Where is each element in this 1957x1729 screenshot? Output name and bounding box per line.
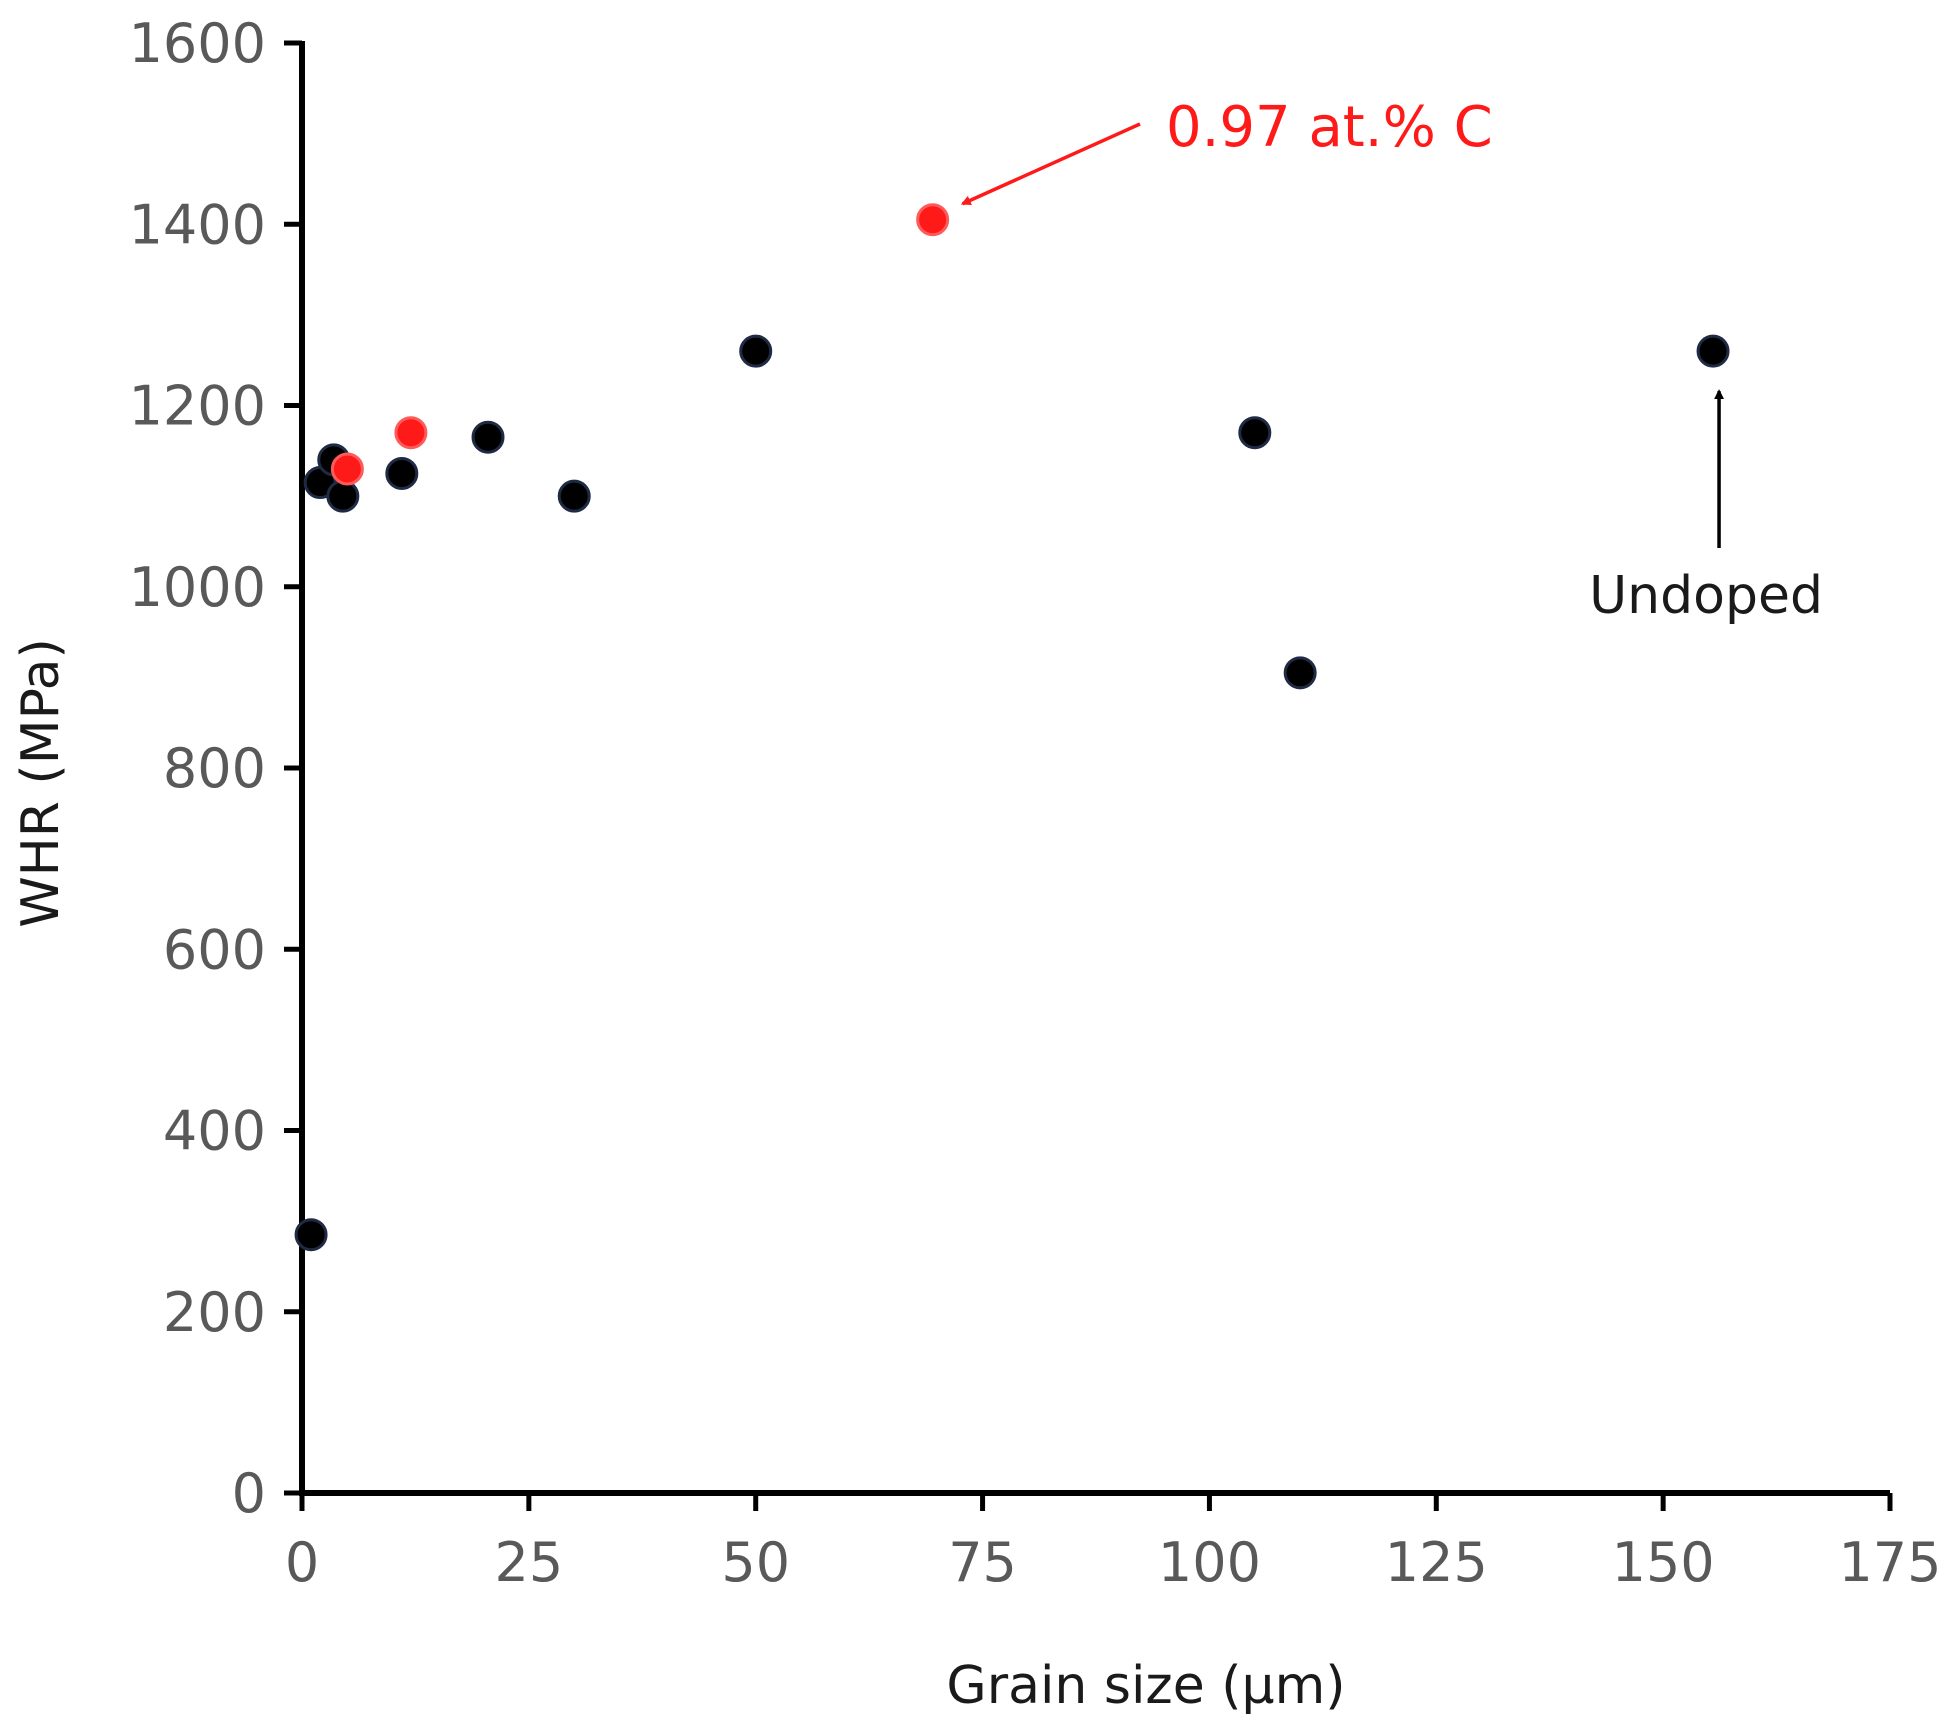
- data-point-undoped: [1238, 416, 1272, 450]
- x-tick-label: 50: [721, 1531, 790, 1594]
- data-point-undoped: [385, 456, 419, 490]
- axes: [299, 41, 1890, 1496]
- data-points: [294, 203, 1730, 1252]
- annotation-doped-arrow: [960, 122, 1141, 206]
- x-tick-label: 25: [494, 1531, 563, 1594]
- data-point-undoped: [1283, 656, 1317, 690]
- data-point-undoped: [557, 479, 591, 513]
- annotation-undoped-label: Undoped: [1589, 566, 1823, 626]
- y-tick-label: 1200: [129, 375, 266, 438]
- x-tick-label: 0: [285, 1531, 319, 1594]
- x-tick-label: 75: [948, 1531, 1017, 1594]
- x-tick-label: 125: [1385, 1531, 1488, 1594]
- data-point-doped: [330, 452, 364, 486]
- y-tick-label: 1000: [129, 556, 266, 619]
- data-point-undoped: [326, 479, 360, 513]
- y-tick-label: 0: [232, 1462, 266, 1525]
- data-point-doped: [394, 416, 428, 450]
- y-tick-label: 400: [163, 1100, 266, 1163]
- data-point-undoped: [471, 420, 505, 454]
- y-tick-label: 200: [163, 1281, 266, 1344]
- x-axis-label: Grain size (μm): [946, 1656, 1345, 1716]
- annotation-doped-label: 0.97 at.% C: [1166, 95, 1493, 160]
- ticks: 0 200 400 600 800 1000 1200 1400 1600 0 25 50 75 100 1…: [129, 12, 1942, 1594]
- y-tick-label: 1400: [129, 193, 266, 256]
- y-tick-label: 600: [163, 918, 266, 981]
- x-tick-label: 150: [1612, 1531, 1715, 1594]
- y-tick-label: 800: [163, 737, 266, 800]
- data-point-undoped: [739, 334, 773, 368]
- data-point-undoped: [1696, 334, 1730, 368]
- x-tick-label: 175: [1838, 1531, 1941, 1594]
- annotations: [960, 122, 1725, 548]
- y-axis-label: WHR (MPa): [11, 638, 71, 928]
- data-point-undoped: [294, 1218, 328, 1252]
- y-tick-label: 1600: [129, 12, 266, 75]
- x-tick-label: 100: [1158, 1531, 1261, 1594]
- data-point-doped: [916, 203, 950, 237]
